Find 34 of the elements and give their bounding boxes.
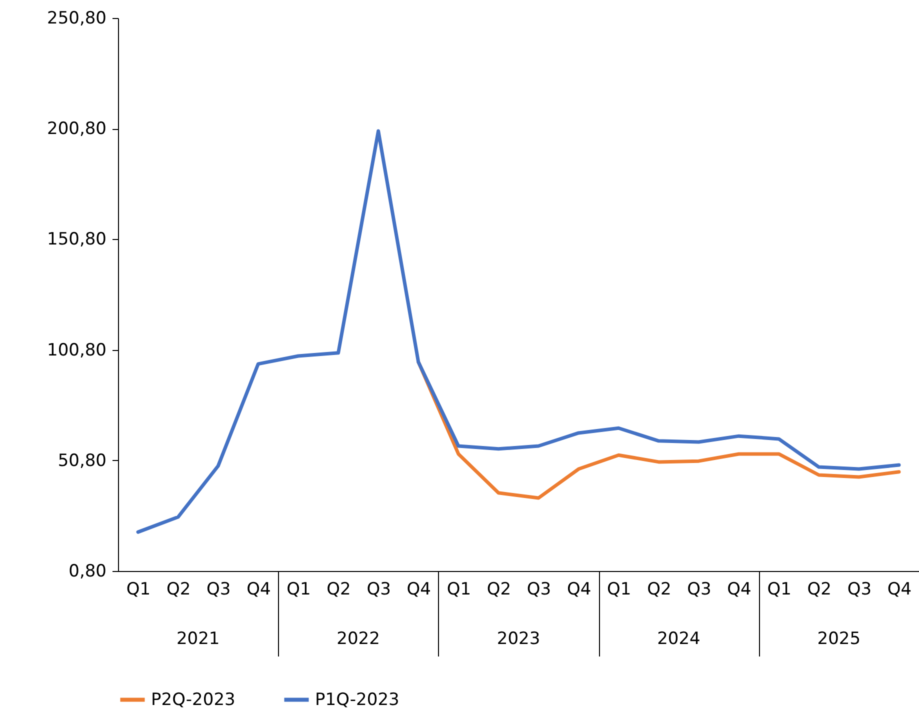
x-tick-label: Q2 (326, 580, 351, 600)
y-tick-label: 0,80 (68, 562, 106, 582)
x-tick-label: Q1 (126, 580, 151, 600)
x-tick-label: Q3 (206, 580, 231, 600)
legend-label: P1Q-2023 (315, 690, 400, 710)
x-tick-label: Q2 (486, 580, 512, 600)
y-tick-label: 200,80 (47, 119, 106, 140)
x-tick-label: Q3 (526, 580, 552, 600)
x-tick-label: Q2 (807, 580, 832, 600)
y-tick-label: 100,80 (47, 340, 106, 360)
text: 2023 (496, 629, 540, 649)
x-tick-label: Q3 (687, 580, 712, 600)
line-series (136, 129, 901, 534)
legend-label: P2Q-2023 (151, 690, 236, 710)
x-tick-label: Q1 (767, 580, 792, 600)
text: 2024 (657, 629, 700, 649)
x-tick-label: Q4 (727, 580, 752, 600)
text: 2022 (336, 629, 380, 649)
text: 2025 (817, 629, 861, 649)
x-tick-label: Q1 (286, 580, 311, 600)
x-tick-label: Q1 (607, 580, 632, 600)
x-tick-label: Q1 (446, 580, 472, 600)
y-tick-label: 50,80 (58, 450, 106, 471)
x-tick-label: Q3 (366, 580, 391, 600)
x-tick-label: Q4 (887, 580, 912, 600)
y-tick-label: 250,80 (47, 8, 106, 28)
x-tick-label: Q3 (847, 580, 872, 600)
y-tick-label: 150,80 (47, 230, 106, 250)
text: 2021 (176, 629, 220, 649)
x-tick-label: Q4 (246, 580, 271, 600)
x-tick-label: Q4 (406, 580, 431, 600)
x-tick-label: Q2 (647, 580, 672, 600)
x-tick-label: Q2 (166, 580, 191, 600)
x-tick-label: Q4 (566, 580, 592, 600)
